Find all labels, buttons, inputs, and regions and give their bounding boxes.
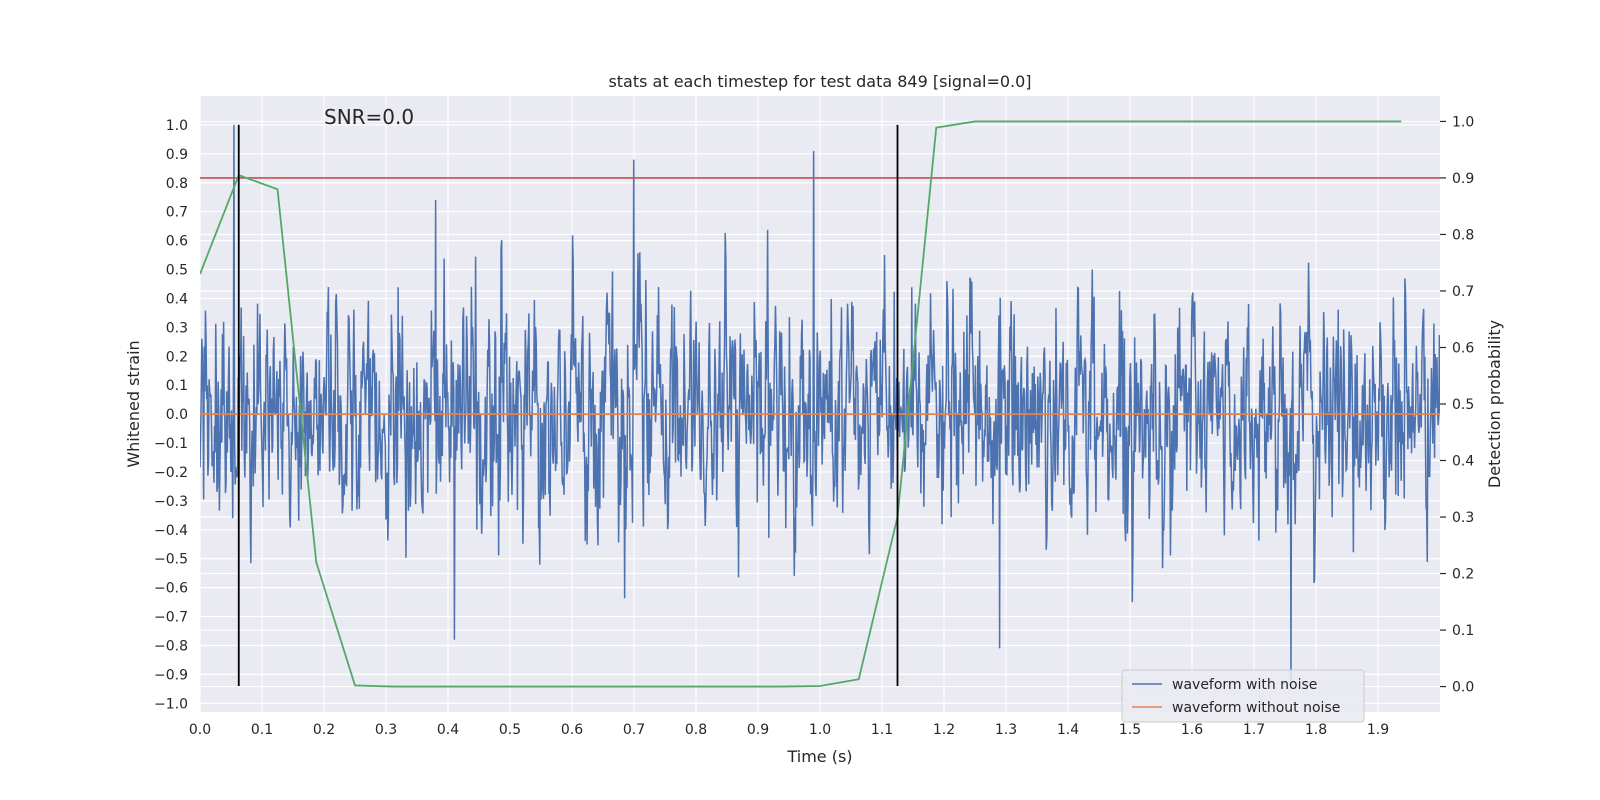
x-tick-label: 1.3	[995, 722, 1017, 738]
y-left-tick-label: −0.5	[154, 552, 188, 568]
plot-area	[200, 120, 1440, 688]
x-tick-label: 1.7	[1243, 722, 1265, 738]
y-left-tick-label: −0.4	[154, 523, 188, 539]
x-tick-label: 1.6	[1181, 722, 1203, 738]
x-tick-label: 1.0	[809, 722, 831, 738]
y-right-tick-label: 1.0	[1452, 114, 1474, 130]
x-tick-label: 1.1	[871, 722, 893, 738]
x-axis-label: Time (s)	[786, 747, 852, 766]
x-tick-label: 0.3	[375, 722, 397, 738]
y-right-tick-label: 0.6	[1452, 340, 1474, 356]
y-left-tick-label: −0.3	[154, 494, 188, 510]
y-left-tick-label: 0.9	[166, 147, 188, 163]
x-tick-label: 1.4	[1057, 722, 1079, 738]
y-left-tick-label: −0.9	[154, 667, 188, 683]
y-left-tick-label: −0.8	[154, 638, 188, 654]
y-axis-left-ticks: 1.0 0.9 0.8 0.7 0.6 0.5 0.4 0.3 0.2 0.1 0.0 −0.1 −0.…	[154, 118, 188, 712]
y-left-tick-label: −0.6	[154, 581, 188, 597]
y-right-tick-label: 0.9	[1452, 171, 1474, 187]
chart-title: stats at each timestep for test data 849…	[608, 72, 1031, 91]
grid	[199, 96, 1440, 712]
y-left-tick-label: −0.2	[154, 465, 188, 481]
x-tick-label: 1.5	[1119, 722, 1141, 738]
y-left-tick-label: 0.0	[166, 407, 188, 423]
x-tick-label: 1.8	[1305, 722, 1327, 738]
y-right-tick-label: 0.1	[1452, 623, 1474, 639]
y-left-tick-label: −1.0	[154, 696, 188, 712]
x-tick-label: 0.5	[499, 722, 521, 738]
y-left-tick-label: 0.1	[166, 378, 188, 394]
y-right-tick-label: 0.0	[1452, 680, 1474, 696]
y-left-tick-label: −0.1	[154, 436, 188, 452]
x-tick-label: 0.0	[189, 722, 211, 738]
y-right-tick-label: 0.2	[1452, 567, 1474, 583]
y-right-tick-label: 0.7	[1452, 284, 1474, 300]
y-left-tick-label: 0.3	[166, 320, 188, 336]
x-tick-label: 0.8	[685, 722, 707, 738]
x-tick-label: 1.2	[933, 722, 955, 738]
y-axis-right-ticks: 1.0 0.9 0.8 0.7 0.6 0.5 0.4 0.3 0.2 0.1 0.0	[1440, 114, 1474, 696]
y-left-tick-label: 0.8	[166, 176, 188, 192]
y-right-tick-label: 0.5	[1452, 397, 1474, 413]
y-left-tick-label: 0.7	[166, 205, 188, 221]
x-tick-label: 0.7	[623, 722, 645, 738]
y-left-tick-label: −0.7	[154, 610, 188, 626]
y-right-tick-label: 0.8	[1452, 227, 1474, 243]
y-axis-right-label: Detection probability	[1485, 320, 1504, 488]
y-left-tick-label: 0.5	[166, 263, 188, 279]
x-tick-label: 0.1	[251, 722, 273, 738]
y-right-tick-label: 0.4	[1452, 454, 1474, 470]
series-detection-probability	[200, 120, 1402, 688]
y-left-tick-label: 0.4	[166, 291, 188, 307]
legend-label-clean: waveform without noise	[1172, 700, 1340, 716]
x-tick-label: 1.9	[1367, 722, 1389, 738]
legend-label-noise: waveform with noise	[1172, 677, 1317, 693]
snr-annotation: SNR=0.0	[324, 105, 414, 129]
x-tick-label: 0.2	[313, 722, 335, 738]
x-tick-label: 0.6	[561, 722, 583, 738]
legend-box	[1121, 669, 1365, 723]
y-left-tick-label: 0.2	[166, 349, 188, 365]
x-axis-ticks: 0.0 0.1 0.2 0.3 0.4 0.5 0.6 0.7 0.8 0.9 1.0 1.1 1.2 1…	[189, 722, 1389, 738]
y-left-tick-label: 1.0	[166, 118, 188, 134]
x-tick-label: 0.4	[437, 722, 459, 738]
y-axis-left-label: Whitened strain	[124, 340, 143, 467]
y-right-tick-label: 0.3	[1452, 510, 1474, 526]
y-left-tick-label: 0.6	[166, 234, 188, 250]
legend: waveform with noise waveform without noi…	[1121, 669, 1365, 723]
x-tick-label: 0.9	[747, 722, 769, 738]
